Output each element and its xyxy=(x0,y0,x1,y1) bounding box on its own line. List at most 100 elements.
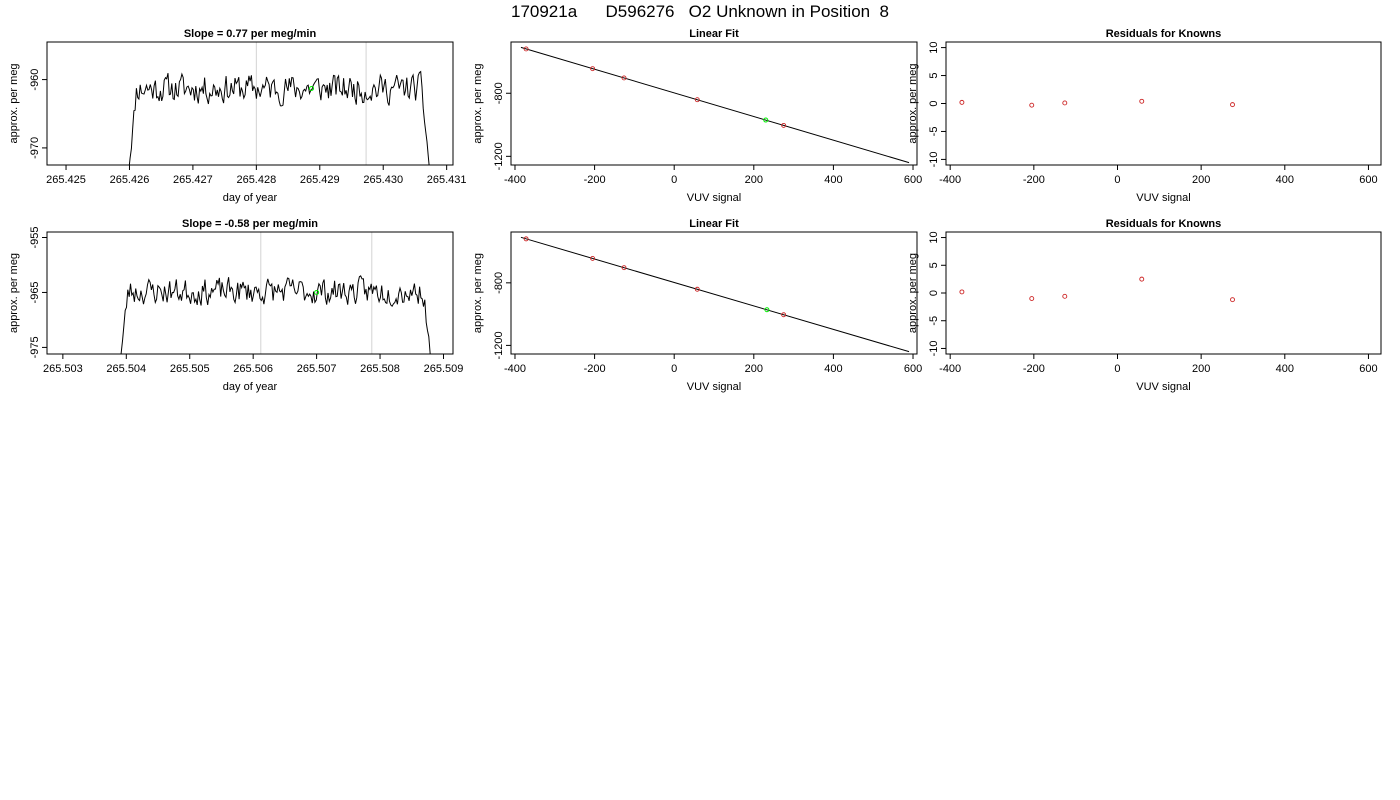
y-tick-label: -1200 xyxy=(493,331,505,359)
y-tick-label: -960 xyxy=(29,69,41,91)
y-tick-label: -955 xyxy=(29,226,41,248)
known-point xyxy=(590,66,596,72)
x-tick-label: -200 xyxy=(1023,363,1045,375)
chart-panel-3: -400 -200 0 200 400 600 10 5 0 -5 -10 Residuals for… xyxy=(907,28,1382,204)
y-axis-label: approx. per meg xyxy=(907,253,919,333)
x-axis-label: day of year xyxy=(223,192,278,204)
plot-frame xyxy=(945,41,1382,166)
panel-title: Residuals for Knowns xyxy=(1106,218,1222,230)
y-tick-label: 5 xyxy=(928,72,940,78)
x-tick-label: 265.426 xyxy=(110,174,150,186)
y-tick-label: 10 xyxy=(928,41,940,53)
known-point xyxy=(694,97,700,103)
plot-area xyxy=(128,42,430,165)
x-tick-label: -400 xyxy=(504,363,526,375)
panel-title: Linear Fit xyxy=(689,28,739,40)
unknown-point xyxy=(764,307,770,313)
x-axis-label: VUV signal xyxy=(1136,381,1190,393)
x-tick-label: 265.509 xyxy=(424,363,464,375)
known-point xyxy=(590,255,596,261)
y-axis-label: approx. per meg xyxy=(472,253,484,333)
plot-area xyxy=(959,276,1235,303)
x-tick-label: 400 xyxy=(1276,363,1294,375)
x-tick-label: 265.505 xyxy=(170,363,210,375)
x-tick-label: 200 xyxy=(745,174,763,186)
known-point xyxy=(523,236,529,242)
panel-title: Linear Fit xyxy=(689,218,739,230)
x-tick-label: 600 xyxy=(1359,174,1377,186)
chart-panel-2: -400 -200 0 200 400 600 -800 -1200 Linear Fit VUV… xyxy=(472,28,922,204)
x-tick-label: 200 xyxy=(1192,363,1210,375)
y-tick-label: -970 xyxy=(29,137,41,159)
known-point xyxy=(1230,297,1235,303)
y-tick-label: -5 xyxy=(928,316,940,326)
known-point xyxy=(1029,296,1035,301)
x-axis-label: VUV signal xyxy=(687,192,741,204)
chart-panel-5: -400 -200 0 200 400 600 -800 -1200 Linear Fit VUV… xyxy=(472,218,922,393)
known-point xyxy=(1029,102,1035,108)
y-tick-label: 5 xyxy=(928,262,940,268)
x-tick-label: 400 xyxy=(824,174,842,186)
known-point xyxy=(781,122,787,128)
x-tick-label: 0 xyxy=(671,174,677,186)
known-point xyxy=(621,265,627,271)
plot-frame xyxy=(945,231,1382,355)
known-point xyxy=(959,99,965,105)
unknown-point xyxy=(763,117,769,123)
x-tick-label: 265.429 xyxy=(300,174,340,186)
x-tick-label: 265.430 xyxy=(363,174,403,186)
known-point xyxy=(1139,98,1145,104)
x-tick-label: 265.428 xyxy=(236,174,276,186)
panel-title: Slope = -0.58 per meg/min xyxy=(182,218,318,230)
x-tick-label: 265.427 xyxy=(173,174,213,186)
y-tick-label: -10 xyxy=(928,151,940,167)
plot-frame xyxy=(510,41,918,166)
y-tick-label: -5 xyxy=(928,127,940,137)
unknown-marker xyxy=(309,85,315,91)
x-tick-label: 265.503 xyxy=(43,363,83,375)
x-tick-label: 200 xyxy=(745,363,763,375)
x-tick-label: 600 xyxy=(1359,363,1377,375)
known-point xyxy=(1062,100,1068,106)
plot-frame xyxy=(510,231,918,355)
known-point xyxy=(781,312,787,318)
x-tick-label: 265.507 xyxy=(297,363,337,375)
fit-line xyxy=(520,236,910,353)
x-tick-label: 0 xyxy=(1114,363,1120,375)
x-tick-label: 265.431 xyxy=(427,174,467,186)
y-tick-label: -800 xyxy=(493,82,505,104)
x-tick-label: -400 xyxy=(939,363,961,375)
y-tick-label: 0 xyxy=(928,290,940,296)
y-axis-label: approx. per meg xyxy=(907,63,919,143)
plot-area xyxy=(520,46,910,164)
panel-title: Residuals for Knowns xyxy=(1106,28,1222,40)
known-point xyxy=(1139,276,1145,282)
y-tick-label: -965 xyxy=(29,281,41,303)
x-axis-label: VUV signal xyxy=(687,381,741,393)
known-point xyxy=(1230,102,1235,108)
chart-panel-1: 265.425 265.426 265.427 265.428 265.429 265.4… xyxy=(8,28,467,204)
y-tick-label: 0 xyxy=(928,100,940,106)
y-axis-label: approx. per meg xyxy=(8,63,20,143)
x-tick-label: -200 xyxy=(584,174,606,186)
y-tick-label: 10 xyxy=(928,231,940,243)
signal-trace xyxy=(120,275,431,354)
y-axis-label: approx. per meg xyxy=(472,63,484,143)
y-tick-label: -975 xyxy=(29,336,41,358)
y-tick-label: -10 xyxy=(928,341,940,357)
x-tick-label: 265.506 xyxy=(233,363,273,375)
plot-area xyxy=(520,236,910,353)
y-tick-label: -1200 xyxy=(493,142,505,170)
known-point xyxy=(1062,293,1068,299)
x-axis-label: VUV signal xyxy=(1136,192,1190,204)
x-tick-label: 265.425 xyxy=(46,174,86,186)
x-tick-label: 265.508 xyxy=(360,363,400,375)
x-tick-label: -400 xyxy=(939,174,961,186)
fit-line xyxy=(520,46,910,164)
known-point xyxy=(523,46,529,52)
x-tick-label: 265.504 xyxy=(106,363,146,375)
plot-frame xyxy=(46,41,454,166)
plot-frame xyxy=(46,231,454,355)
plot-area xyxy=(959,98,1235,108)
